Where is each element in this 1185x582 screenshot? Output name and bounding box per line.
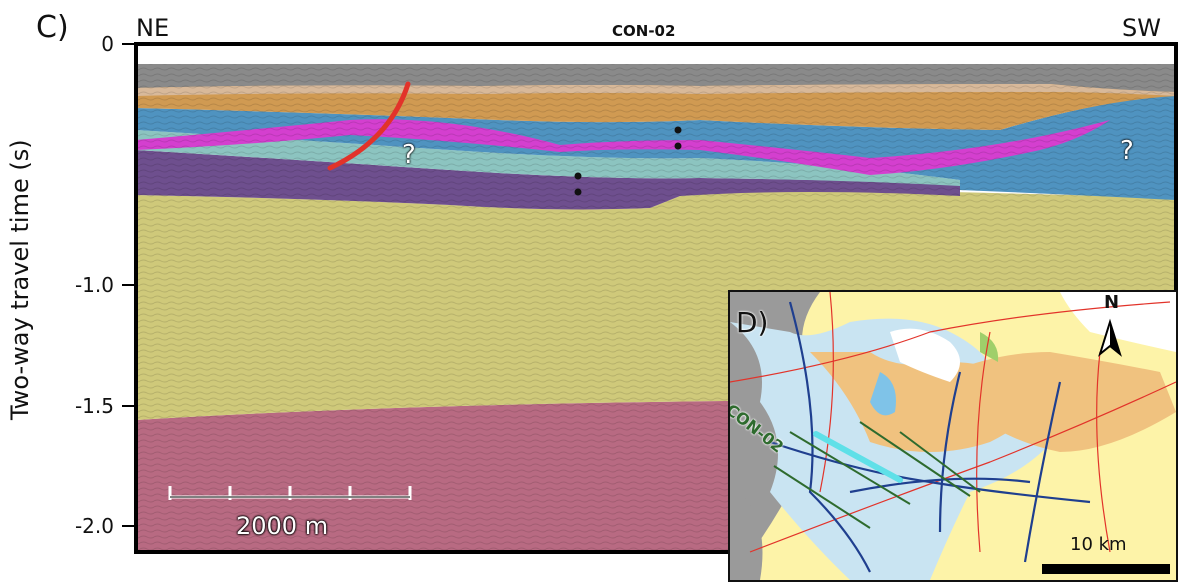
direction-ne: NE <box>136 14 170 42</box>
y-tick-3: -2.0 <box>74 514 114 538</box>
y-tick-1: -1.0 <box>74 273 114 297</box>
y-tick-0: 0 <box>101 32 114 56</box>
inset-geology <box>730 292 1176 580</box>
line-name: CON-02 <box>612 22 676 40</box>
inset-panel-label: D) <box>736 306 769 339</box>
fault-line <box>327 81 411 171</box>
inset-map: D) N CON-02 10 km <box>728 290 1178 582</box>
y-tick-2: -1.5 <box>74 394 114 418</box>
inset-scale-label: 10 km <box>1070 534 1127 555</box>
north-arrow-label: N <box>1104 292 1120 313</box>
question-mark-left: ? <box>402 140 416 170</box>
profile-highlight <box>813 431 903 483</box>
panel-label-c: C) <box>36 10 69 45</box>
question-mark-right: ? <box>1120 136 1134 166</box>
direction-sw: SW <box>1122 14 1161 42</box>
scale-bar-label: 2000 m <box>236 512 329 540</box>
y-axis-label: Two-way travel time (s) <box>6 139 34 420</box>
